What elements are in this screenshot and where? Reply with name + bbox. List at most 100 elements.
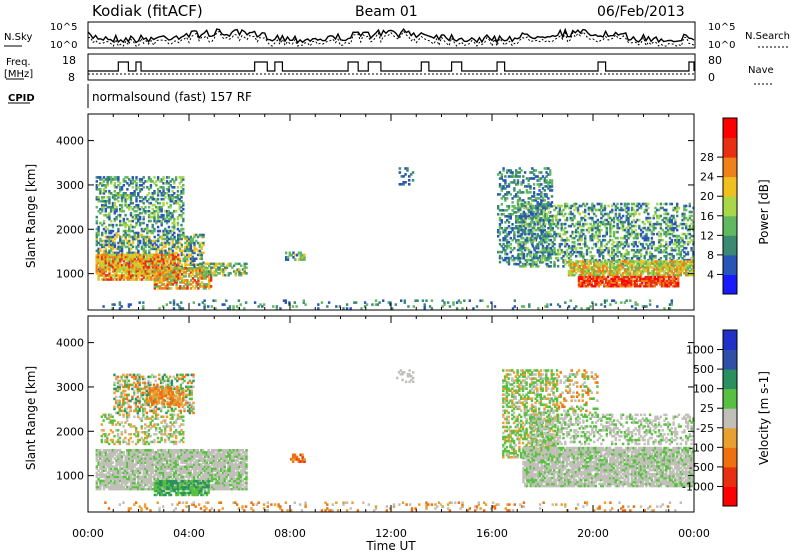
heatmap-cell: [513, 181, 516, 184]
heatmap-cell: [638, 206, 641, 210]
heatmap-cell: [97, 463, 100, 466]
heatmap-cell: [506, 252, 509, 256]
heatmap-cell: [537, 206, 540, 210]
heatmap-cell: [128, 233, 131, 237]
heatmap-cell: [173, 269, 176, 272]
heatmap-cell: [577, 279, 581, 282]
heatmap-cell: [156, 229, 160, 233]
heatmap-cell: [652, 272, 655, 275]
heatmap-cell: [609, 266, 612, 269]
heatmap-cell: [516, 248, 520, 252]
heatmap-cell: [632, 242, 636, 246]
heatmap-cell: [686, 264, 690, 267]
heatmap-cell: [634, 260, 637, 263]
heatmap-cell: [198, 245, 202, 249]
heatmap-cell: [679, 262, 682, 265]
heatmap-cell: [681, 256, 684, 260]
heatmap-cell: [113, 233, 117, 237]
heatmap-cell: [149, 239, 153, 243]
heatmap-cell: [113, 253, 117, 257]
heatmap-cell: [524, 216, 527, 220]
heatmap-cell: [507, 256, 511, 260]
heatmap-cell: [160, 275, 164, 278]
heatmap-cell: [567, 224, 571, 228]
heatmap-cell: [533, 214, 536, 218]
heatmap-cell: [657, 240, 661, 244]
heatmap-cell: [639, 228, 643, 232]
heatmap-cell: [186, 239, 189, 243]
heatmap-cell: [209, 274, 213, 277]
heatmap-cell: [124, 237, 127, 241]
heatmap-cell: [257, 305, 260, 308]
heatmap-cell: [171, 253, 175, 257]
heatmap-cell: [160, 197, 163, 201]
heatmap-cell: [547, 230, 551, 234]
heatmap-cell: [630, 283, 633, 286]
heatmap-cell: [527, 177, 530, 180]
heatmap-cell: [536, 179, 539, 182]
heatmap-cell: [661, 250, 664, 254]
heatmap-cell: [117, 180, 120, 183]
heatmap-cell: [160, 205, 163, 209]
heatmap-cell: [598, 262, 601, 265]
heatmap-cell: [104, 229, 107, 233]
heatmap-cell: [540, 238, 543, 242]
heatmap-cell: [172, 303, 176, 306]
heatmap-cell: [641, 268, 645, 271]
heatmap-cell: [206, 275, 209, 278]
heatmap-cell: [599, 279, 602, 282]
heatmap-cell: [609, 222, 612, 226]
heatmap-cell: [498, 242, 502, 246]
heatmap-cell: [155, 205, 158, 209]
heatmap-cell: [620, 222, 623, 226]
heatmap-cell: [645, 238, 648, 242]
heatmap-cell: [99, 274, 102, 277]
heatmap-cell: [171, 221, 174, 225]
heatmap-cell: [596, 234, 599, 238]
heatmap-cell: [636, 254, 639, 258]
heatmap-cell: [603, 208, 607, 212]
heatmap-cell: [555, 252, 558, 256]
heatmap-cell: [615, 285, 619, 288]
heatmap-cell: [576, 208, 580, 212]
heatmap-cell: [113, 259, 117, 263]
heatmap-cell: [643, 208, 646, 212]
heatmap-cell: [538, 250, 542, 254]
heatmap-cell: [544, 214, 547, 218]
heatmap-cell: [153, 261, 156, 265]
heatmap-cell: [589, 254, 592, 258]
heatmap-cell: [654, 260, 657, 263]
heatmap-cell: [117, 259, 120, 263]
heatmap-cell: [120, 251, 124, 255]
heatmap-cell: [657, 273, 661, 277]
heatmap-cell: [148, 261, 151, 265]
heatmap-cell: [158, 201, 162, 205]
heatmap-cell: [594, 275, 597, 279]
heatmap-cell: [122, 194, 125, 197]
heatmap-cell: [95, 261, 98, 265]
heatmap-cell: [641, 305, 645, 308]
heatmap-cell: [110, 182, 113, 185]
heatmap-cell: [202, 235, 205, 239]
heatmap-cell: [167, 229, 171, 233]
heatmap-cell: [506, 193, 509, 196]
heatmap-cell: [135, 217, 138, 221]
heatmap-cell: [661, 266, 664, 269]
heatmap-cell: [149, 247, 153, 251]
heatmap-cell: [504, 258, 507, 262]
heatmap-cell: [184, 271, 187, 274]
heatmap-cell: [99, 463, 102, 466]
heatmap-cell: [99, 261, 102, 265]
heatmap-cell: [188, 283, 191, 286]
heatmap-cell: [202, 261, 205, 265]
heatmap-cell: [158, 249, 162, 253]
heatmap-cell: [665, 258, 668, 262]
heatmap-cell: [214, 299, 217, 302]
heatmap-cell: [140, 227, 144, 231]
heatmap-cell: [171, 261, 175, 265]
heatmap-cell: [545, 171, 548, 174]
heatmap-cell: [520, 202, 524, 206]
heatmap-cell: [180, 253, 183, 257]
heatmap-cell: [180, 281, 184, 284]
heatmap-cell: [650, 258, 654, 262]
